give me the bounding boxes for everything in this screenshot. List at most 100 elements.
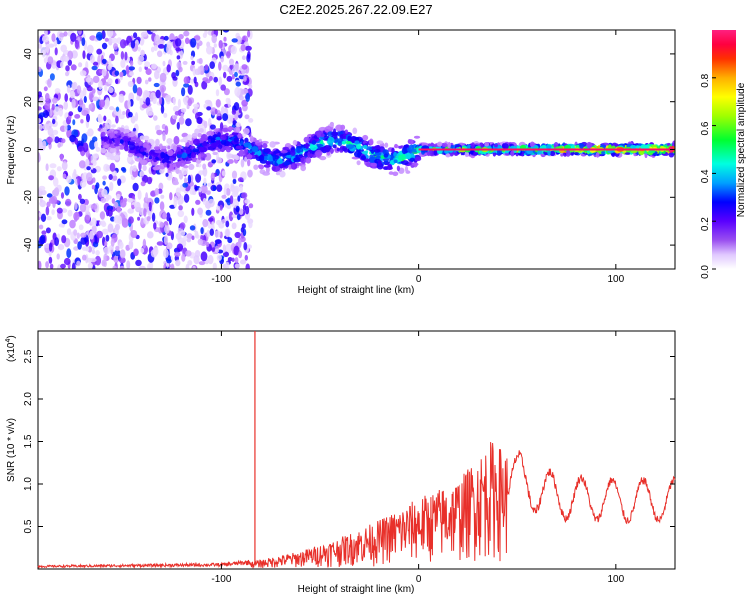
heatmap-cell	[244, 137, 249, 143]
heatmap-cell	[393, 151, 397, 157]
heatmap-cell	[166, 64, 171, 73]
heatmap-cell	[79, 198, 86, 204]
heatmap-cell	[117, 178, 122, 186]
heatmap-cell	[164, 125, 169, 135]
heatmap-cell	[108, 174, 113, 180]
heatmap-cell	[82, 142, 89, 153]
heatmap-cell	[126, 260, 131, 269]
heatmap-cell	[38, 112, 46, 118]
heatmap-cell	[172, 96, 176, 106]
heatmap-cell	[175, 187, 181, 197]
heatmap-cell	[45, 261, 49, 269]
heatmap-cell	[38, 260, 42, 269]
heatmap-cell	[73, 212, 80, 221]
heatmap-cell	[153, 146, 161, 151]
heatmap-cell	[139, 170, 145, 177]
heatmap-cell	[177, 98, 181, 109]
heatmap-cell	[327, 136, 335, 144]
heatmap-cell	[42, 140, 47, 150]
heatmap-cell	[111, 37, 118, 44]
heatmap-cell	[356, 160, 361, 166]
heatmap-cell	[339, 149, 344, 153]
heatmap-cell	[190, 38, 197, 48]
heatmap-cell	[195, 163, 199, 168]
heatmap-cell	[185, 263, 190, 269]
heatmap-cell	[219, 134, 227, 141]
heatmap-cell	[283, 161, 291, 166]
heatmap-cell	[220, 55, 224, 63]
heatmap-cell	[86, 44, 94, 54]
heatmap-cell	[112, 265, 117, 269]
heatmap-cell	[176, 243, 184, 252]
heatmap-cell	[228, 58, 235, 66]
heatmap-cell	[159, 221, 165, 228]
heatmap-cell	[240, 44, 246, 52]
heatmap-cell	[91, 88, 96, 94]
heatmap-cell	[56, 253, 60, 260]
heatmap-cell	[205, 79, 211, 84]
heatmap-cell	[148, 201, 152, 212]
heatmap-cell	[122, 136, 129, 141]
heatmap-cell	[38, 212, 42, 218]
heatmap-cell	[113, 43, 118, 50]
heatmap-cell	[180, 112, 184, 119]
heatmap-cell	[182, 96, 189, 104]
heatmap-cell	[352, 127, 358, 135]
heatmap-cell	[133, 32, 138, 39]
heatmap-cell	[128, 216, 134, 224]
heatmap-cell	[140, 31, 148, 37]
heatmap-cell	[237, 195, 241, 202]
heatmap-cell	[128, 143, 136, 151]
heatmap-cell	[204, 30, 208, 36]
heatmap-cell	[241, 88, 249, 95]
heatmap-cell	[120, 59, 126, 68]
heatmap-cell	[231, 109, 237, 115]
heatmap-cell	[115, 245, 120, 252]
heatmap-cell	[181, 87, 186, 97]
heatmap-cell	[212, 185, 217, 191]
heatmap-cell	[258, 154, 265, 162]
heatmap-cell	[79, 203, 87, 213]
heatmap-cell	[214, 248, 219, 253]
heatmap-cell	[49, 163, 57, 169]
heatmap-cell	[80, 236, 87, 245]
heatmap-cell	[118, 256, 126, 264]
heatmap-cell	[391, 147, 395, 154]
heatmap-cell	[65, 71, 69, 77]
heatmap-cell	[175, 259, 181, 267]
heatmap-cell	[46, 136, 53, 144]
heatmap-cell	[44, 102, 51, 110]
heatmap-cell	[119, 241, 124, 250]
heatmap-cell	[209, 124, 216, 130]
colorbar-ticks: 0.0 0.2 0.4 0.6 0.8	[700, 73, 716, 279]
heatmap-cell	[235, 126, 241, 133]
heatmap-cell	[107, 208, 113, 217]
heatmap-cell	[159, 72, 167, 83]
heatmap-cell	[101, 42, 108, 50]
heatmap-cell	[154, 150, 163, 154]
heatmap-cell	[130, 40, 136, 49]
heatmap-cell	[52, 129, 59, 136]
heatmap-cell	[210, 137, 216, 143]
heatmap-cell	[162, 131, 166, 142]
heatmap-cell	[188, 163, 195, 170]
heatmap-cell	[373, 149, 381, 153]
heatmap-cell	[211, 34, 217, 44]
heatmap-cell	[115, 115, 119, 124]
heatmap-cell	[144, 91, 150, 96]
heatmap-cell	[138, 265, 146, 269]
heatmap-cell	[207, 254, 214, 265]
heatmap-cell	[510, 150, 515, 157]
heatmap-cell	[213, 76, 218, 83]
heatmap-cell	[91, 184, 96, 190]
heatmap-cell	[198, 139, 204, 144]
heatmap-cell	[97, 55, 101, 66]
heatmap-cell	[347, 135, 352, 142]
heatmap-cell	[179, 222, 186, 230]
heatmap-cell	[111, 124, 116, 128]
heatmap-cell	[78, 193, 82, 200]
heatmap-cell	[163, 112, 168, 118]
heatmap-cell	[108, 57, 112, 67]
heatmap-cell	[331, 131, 339, 137]
heatmap-cell	[473, 151, 477, 156]
